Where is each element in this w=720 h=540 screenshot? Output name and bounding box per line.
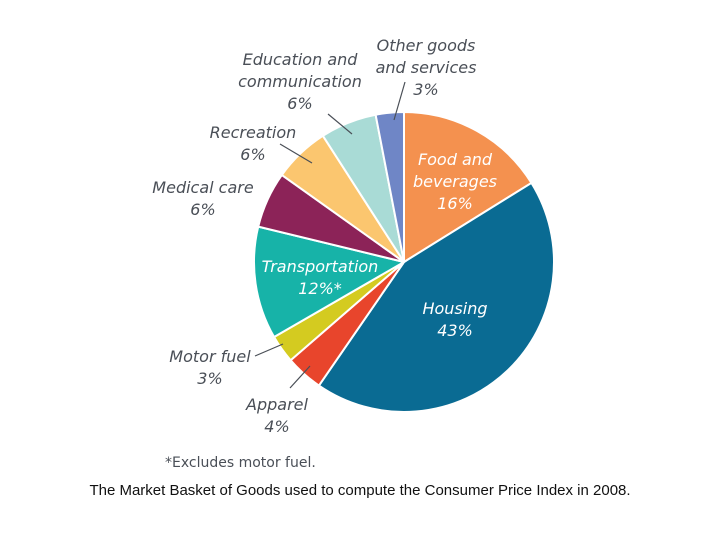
slice-label: Apparel 4% (245, 395, 308, 436)
slice-value-text: 16% (437, 194, 473, 213)
slice-value-text: 4% (264, 417, 289, 436)
leader-line (393, 81, 406, 121)
slice-label: Housing 43% (422, 299, 487, 340)
leader-line (279, 143, 313, 164)
slice-value-text: 6% (240, 145, 265, 164)
slice-label: Other goods and services 3% (376, 36, 477, 99)
slice-label-line: Recreation (210, 123, 297, 142)
slice-label-line: Transportation (262, 257, 379, 276)
slice-label-line: beverages (413, 172, 497, 191)
slice-labels: Food and beverages 16% Housing 43% Apparel 4% M… (152, 36, 497, 436)
leader-line (289, 365, 311, 389)
pie-slice-housing (317, 181, 555, 413)
slice-label: Motor fuel 3% (169, 347, 251, 388)
slice-label: Food and beverages 16% (413, 150, 497, 213)
slice-value-text: 3% (197, 369, 222, 388)
slice-label: Education and communication 6% (238, 50, 362, 113)
slice-label-line: Food and (418, 150, 493, 169)
slice-label-line: Other goods (377, 36, 476, 55)
slice-label: Transportation 12%* (262, 257, 379, 298)
leader-lines (254, 81, 406, 389)
slice-label-line: and services (376, 58, 477, 77)
chart-footnote: *Excludes motor fuel. (165, 455, 316, 471)
pie-slices (253, 110, 555, 413)
leader-line (327, 113, 353, 135)
slice-value-text: 43% (437, 321, 473, 340)
slice-value-text: 3% (413, 80, 438, 99)
slice-label-line: Housing (422, 299, 487, 318)
pie-slice-transportation (253, 225, 407, 339)
slice-label-line: Education and (243, 50, 359, 69)
pie-slice-other-goods-and-services (374, 110, 405, 263)
slice-value-text: 6% (190, 200, 215, 219)
slice-label: Medical care 6% (152, 178, 254, 219)
slice-label-line: Medical care (152, 178, 254, 197)
slice-label-line: Motor fuel (169, 347, 251, 366)
pie-slice-food-and-beverages (403, 110, 533, 264)
slice-label-line: Apparel (245, 395, 308, 414)
figure-caption: The Market Basket of Goods used to compu… (89, 482, 631, 499)
slice-value-text: 6% (287, 94, 312, 113)
leader-line (254, 343, 284, 357)
slice-label-line: communication (238, 72, 362, 91)
slice-value-text: 12%* (298, 279, 342, 298)
slice-label: Recreation 6% (210, 123, 297, 164)
